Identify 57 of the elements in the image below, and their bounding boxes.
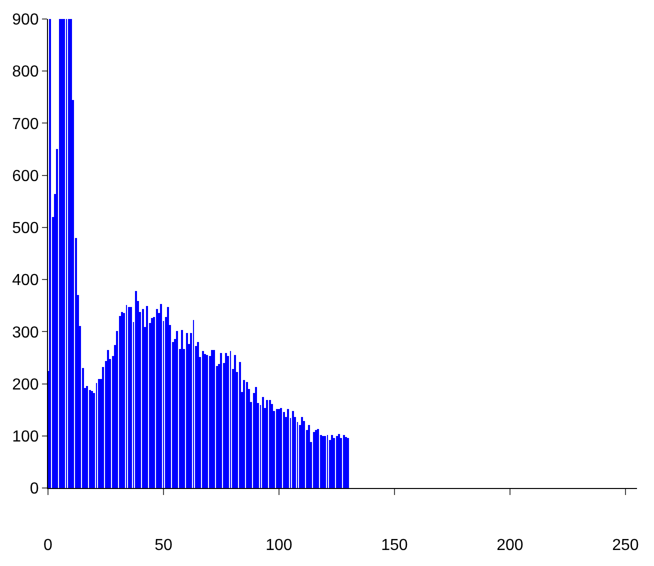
bar (146, 306, 148, 488)
bar (262, 397, 264, 488)
bar (336, 436, 338, 488)
bar (317, 429, 319, 488)
x-tick-label: 150 (381, 537, 408, 554)
x-tick-label: 0 (44, 537, 53, 554)
y-tick-label: 300 (12, 324, 39, 342)
y-tick-label: 0 (30, 480, 39, 498)
bar (213, 350, 215, 488)
bar (176, 331, 178, 488)
bar (308, 425, 310, 488)
bar (313, 432, 315, 488)
bar (239, 362, 241, 488)
bar (324, 436, 326, 488)
bar (287, 409, 289, 488)
bar (156, 309, 158, 488)
bar (340, 438, 342, 488)
bar (269, 400, 271, 488)
bar (202, 351, 204, 488)
x-tick-label: 250 (612, 537, 639, 554)
bar (347, 438, 349, 488)
bar (186, 333, 188, 488)
bar (59, 19, 61, 488)
bar (160, 304, 162, 488)
bar (333, 438, 335, 488)
bar (266, 400, 268, 488)
bar (86, 386, 88, 488)
bar (246, 382, 248, 488)
bar (303, 421, 305, 488)
bar (63, 19, 65, 488)
bar (89, 390, 91, 488)
x-tick-label: 200 (496, 537, 524, 554)
y-tick-label: 400 (12, 272, 39, 290)
y-tick-label: 800 (12, 64, 39, 81)
bar (130, 307, 132, 488)
bar (243, 380, 245, 488)
bar (276, 409, 278, 488)
y-tick-label: 600 (12, 168, 39, 185)
bar (119, 316, 121, 488)
bar (68, 19, 70, 488)
y-tick-label: 500 (12, 220, 39, 238)
bar (206, 355, 208, 488)
y-tick-label: 700 (12, 116, 39, 133)
bar (292, 411, 294, 488)
y-tick-label: 900 (12, 12, 39, 29)
bar (220, 353, 222, 488)
bar (280, 408, 282, 488)
bar (98, 379, 100, 488)
bar (142, 309, 144, 488)
bar (283, 412, 285, 488)
bar (343, 435, 345, 488)
bar (135, 291, 137, 488)
x-tick-label: 50 (154, 537, 172, 554)
y-tick-label: 200 (12, 376, 39, 394)
bar (128, 307, 130, 488)
y-tick-label: 100 (12, 428, 39, 446)
x-tick-label: 100 (266, 537, 292, 554)
